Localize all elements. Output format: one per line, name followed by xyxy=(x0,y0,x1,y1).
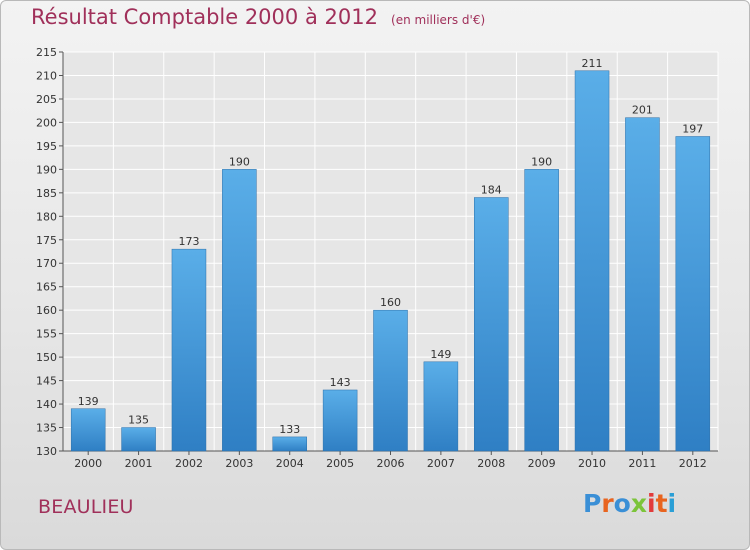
y-tick-label: 140 xyxy=(36,398,57,411)
y-tick-label: 180 xyxy=(36,210,57,223)
logo-letter: t xyxy=(655,489,668,518)
logo-letter: i xyxy=(647,489,656,518)
data-label: 139 xyxy=(78,395,99,408)
chart-title-block: Résultat Comptable 2000 à 2012 (en milli… xyxy=(31,5,485,29)
y-tick-label: 170 xyxy=(36,257,57,270)
logo-letter: i xyxy=(667,489,677,518)
x-tick-label: 2002 xyxy=(175,457,203,470)
y-tick-label: 210 xyxy=(36,69,57,82)
logo-letter: x xyxy=(630,489,647,518)
bar xyxy=(675,136,711,452)
data-label: 197 xyxy=(682,122,703,135)
x-tick-label: 2007 xyxy=(427,457,455,470)
data-label: 160 xyxy=(380,296,401,309)
y-tick-label: 215 xyxy=(36,46,57,59)
y-tick-label: 205 xyxy=(36,93,57,106)
y-tick-label: 175 xyxy=(36,234,57,247)
x-tick-label: 2012 xyxy=(679,457,707,470)
logo-letter: r xyxy=(601,489,614,518)
data-label-layer: 139 135 173 190 133 143 160 149 184 190 211 201 197 xyxy=(78,57,704,436)
x-tick-label: 2010 xyxy=(578,457,606,470)
bar xyxy=(474,197,509,452)
bar xyxy=(423,361,459,452)
y-tick-label: 150 xyxy=(36,351,57,364)
bar xyxy=(373,309,408,452)
data-label: 143 xyxy=(330,376,351,389)
data-label: 173 xyxy=(178,235,199,248)
data-label: 190 xyxy=(229,155,250,168)
bar xyxy=(322,389,358,452)
y-tick-label: 190 xyxy=(36,163,57,176)
bar xyxy=(171,248,207,452)
bar xyxy=(524,169,559,452)
x-tick-label: 2003 xyxy=(225,457,253,470)
x-tick-label: 2000 xyxy=(74,457,102,470)
bar-layer xyxy=(70,70,711,452)
x-tick-label: 2008 xyxy=(477,457,505,470)
chart-title: Résultat Comptable 2000 à 2012 xyxy=(31,5,378,29)
y-tick-label: 130 xyxy=(36,445,57,458)
chart-unit: (en milliers d'€) xyxy=(391,13,486,27)
logo-letter: o xyxy=(613,489,631,518)
x-tick-label: 2011 xyxy=(628,457,656,470)
bar xyxy=(222,169,257,452)
data-label: 149 xyxy=(430,348,451,361)
data-label: 190 xyxy=(531,155,552,168)
commune-name: BEAULIEU xyxy=(38,496,134,518)
bar xyxy=(70,408,106,452)
data-label: 184 xyxy=(481,184,502,197)
bar xyxy=(272,436,307,452)
data-label: 211 xyxy=(582,57,603,70)
y-tick-label: 160 xyxy=(36,304,57,317)
bar xyxy=(574,70,610,452)
y-tick-label: 185 xyxy=(36,187,57,200)
x-tick-label: 2006 xyxy=(377,457,405,470)
bar xyxy=(121,427,156,452)
y-tick-label: 200 xyxy=(36,116,57,129)
data-label: 133 xyxy=(279,423,300,436)
y-tick-label: 145 xyxy=(36,375,57,388)
y-tick-label: 165 xyxy=(36,281,57,294)
x-tick-label: 2005 xyxy=(326,457,354,470)
bar xyxy=(625,117,660,452)
y-tick-label: 135 xyxy=(36,422,57,435)
x-tick-label: 2004 xyxy=(276,457,304,470)
data-label: 135 xyxy=(128,414,149,427)
y-tick-label: 195 xyxy=(36,140,57,153)
x-tick-label: 2009 xyxy=(528,457,556,470)
data-label: 201 xyxy=(632,104,653,117)
logo-letter: P xyxy=(583,489,602,518)
proxiti-logo: Proxiti xyxy=(583,489,676,518)
y-tick-label: 155 xyxy=(36,328,57,341)
x-tick-label: 2001 xyxy=(125,457,153,470)
